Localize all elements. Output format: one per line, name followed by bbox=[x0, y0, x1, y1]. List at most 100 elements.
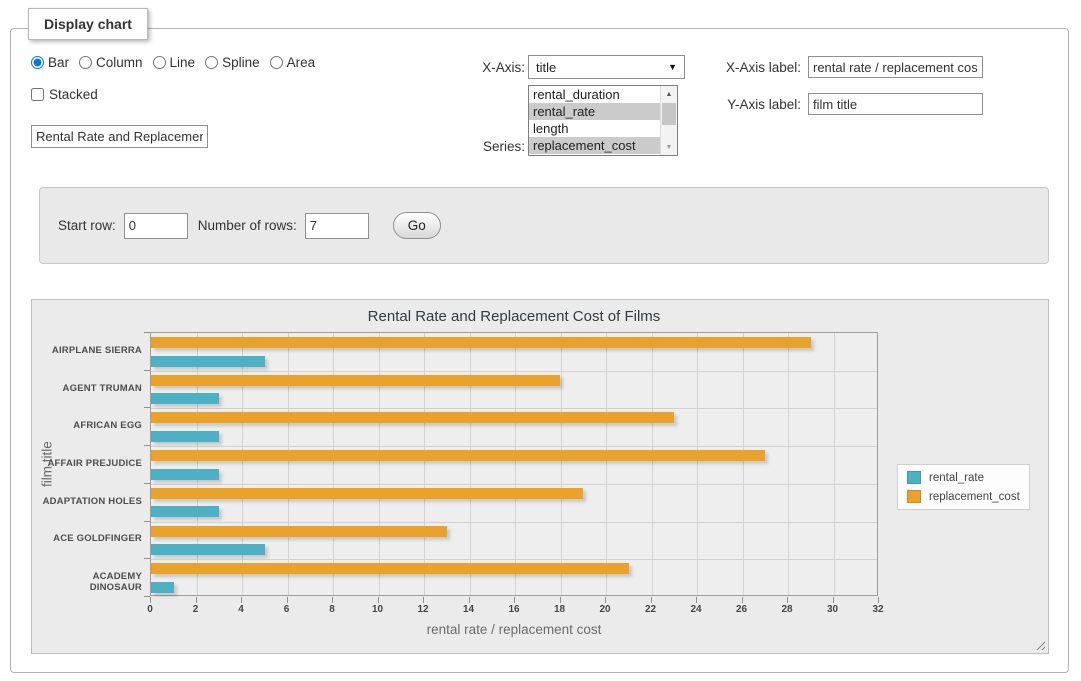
series-option-length[interactable]: length bbox=[529, 120, 677, 137]
x-tick-mark bbox=[514, 597, 515, 603]
series-scrollbar[interactable]: ▲ ▼ bbox=[660, 86, 677, 155]
row-range-panel: Start row: Number of rows: Go bbox=[39, 187, 1049, 264]
y-tick-label: ADAPTATION HOLES bbox=[40, 496, 142, 507]
chart-type-option-column[interactable]: Column bbox=[79, 55, 143, 70]
chart-type-option-label: Area bbox=[287, 55, 316, 70]
y-tick-label: AFFAIR PREJUDICE bbox=[40, 458, 142, 469]
bar-replacement_cost bbox=[151, 337, 811, 348]
x-tick-mark bbox=[878, 597, 879, 603]
stacked-label: Stacked bbox=[49, 87, 98, 102]
y-axis-label-input[interactable] bbox=[808, 93, 983, 115]
y-tick-mark bbox=[144, 407, 150, 408]
gridline-vertical bbox=[652, 333, 653, 595]
stacked-option[interactable]: Stacked bbox=[31, 87, 98, 102]
chart-type-radio-line[interactable] bbox=[153, 56, 166, 69]
series-multiselect[interactable]: rental_durationrental_ratelengthreplacem… bbox=[528, 85, 678, 156]
y-tick-label: AIRPLANE SIERRA bbox=[40, 345, 142, 356]
legend-label: replacement_cost bbox=[929, 491, 1020, 503]
chart-type-radio-group: Bar Column Line Spline Area bbox=[31, 55, 325, 70]
gridline-horizontal bbox=[151, 484, 877, 485]
x-tick-label: 24 bbox=[676, 604, 716, 615]
gridline-vertical bbox=[379, 333, 380, 595]
x-axis-select-label: X-Axis: bbox=[441, 60, 525, 75]
x-tick-label: 14 bbox=[449, 604, 489, 615]
chart-type-option-label: Line bbox=[170, 55, 196, 70]
number-of-rows-input[interactable] bbox=[305, 213, 369, 239]
x-tick-label: 22 bbox=[631, 604, 671, 615]
chart-type-radio-area[interactable] bbox=[270, 56, 283, 69]
bar-replacement_cost bbox=[151, 375, 560, 386]
stacked-checkbox[interactable] bbox=[31, 88, 44, 101]
gridline-vertical bbox=[288, 333, 289, 595]
chart-type-option-spline[interactable]: Spline bbox=[205, 55, 260, 70]
x-axis-select[interactable]: title ▼ bbox=[528, 55, 685, 79]
x-tick-label: 2 bbox=[176, 604, 216, 615]
gridline-vertical bbox=[197, 333, 198, 595]
bar-rental_rate bbox=[151, 582, 174, 593]
series-option-rental_rate[interactable]: rental_rate bbox=[529, 103, 677, 120]
chart-type-radio-bar[interactable] bbox=[31, 56, 44, 69]
x-tick-label: 26 bbox=[722, 604, 762, 615]
series-option-replacement_cost[interactable]: replacement_cost bbox=[529, 137, 677, 154]
chart-type-option-label: Column bbox=[96, 55, 143, 70]
bar-rental_rate bbox=[151, 469, 219, 480]
gridline-vertical bbox=[834, 333, 835, 595]
chart-type-option-label: Bar bbox=[48, 55, 69, 70]
legend-label: rental_rate bbox=[929, 472, 984, 484]
series-option-rental_duration[interactable]: rental_duration bbox=[529, 86, 677, 103]
gridline-vertical bbox=[515, 333, 516, 595]
x-axis-selected-value: title bbox=[536, 60, 556, 75]
resize-handle-icon[interactable] bbox=[1033, 638, 1045, 650]
x-tick-mark bbox=[469, 597, 470, 603]
x-tick-label: 16 bbox=[494, 604, 534, 615]
x-tick-mark bbox=[651, 597, 652, 603]
y-tick-mark bbox=[144, 445, 150, 446]
x-tick-label: 28 bbox=[767, 604, 807, 615]
x-tick-mark bbox=[287, 597, 288, 603]
x-tick-mark bbox=[150, 597, 151, 603]
x-tick-label: 10 bbox=[358, 604, 398, 615]
chart-type-option-bar[interactable]: Bar bbox=[31, 55, 69, 70]
dropdown-arrow-icon: ▼ bbox=[668, 62, 677, 72]
bar-rental_rate bbox=[151, 544, 265, 555]
number-of-rows-label: Number of rows: bbox=[198, 218, 297, 233]
chart-type-option-area[interactable]: Area bbox=[270, 55, 316, 70]
series-select-label: Series: bbox=[441, 139, 525, 154]
chart-container: Rental Rate and Replacement Cost of Film… bbox=[31, 299, 1049, 654]
x-tick-label: 20 bbox=[585, 604, 625, 615]
x-tick-mark bbox=[742, 597, 743, 603]
legend-item: rental_rate bbox=[907, 471, 1020, 484]
x-tick-mark bbox=[696, 597, 697, 603]
chart-type-radio-column[interactable] bbox=[79, 56, 92, 69]
x-tick-mark bbox=[332, 597, 333, 603]
scroll-down-icon[interactable]: ▼ bbox=[661, 139, 677, 155]
bar-rental_rate bbox=[151, 356, 265, 367]
x-tick-mark bbox=[196, 597, 197, 603]
x-tick-label: 0 bbox=[130, 604, 170, 615]
bar-replacement_cost bbox=[151, 526, 447, 537]
gridline-horizontal bbox=[151, 522, 877, 523]
x-tick-mark bbox=[241, 597, 242, 603]
chart-title-input[interactable] bbox=[31, 125, 208, 148]
x-tick-label: 8 bbox=[312, 604, 352, 615]
chart-type-radio-spline[interactable] bbox=[205, 56, 218, 69]
gridline-vertical bbox=[788, 333, 789, 595]
x-tick-mark bbox=[378, 597, 379, 603]
start-row-input[interactable] bbox=[124, 213, 188, 239]
gridline-vertical bbox=[470, 333, 471, 595]
x-axis-label-input[interactable] bbox=[808, 56, 983, 78]
y-tick-label: AFRICAN EGG bbox=[40, 420, 142, 431]
series-options: rental_durationrental_ratelengthreplacem… bbox=[529, 86, 677, 154]
scroll-thumb[interactable] bbox=[662, 103, 676, 125]
chart-title: Rental Rate and Replacement Cost of Film… bbox=[150, 308, 878, 325]
x-axis-title: rental rate / replacement cost bbox=[150, 622, 878, 637]
bar-replacement_cost bbox=[151, 450, 765, 461]
go-button[interactable]: Go bbox=[393, 212, 441, 239]
x-tick-label: 30 bbox=[813, 604, 853, 615]
x-axis-label-field-label: X-Axis label: bbox=[701, 60, 801, 75]
chart-type-option-line[interactable]: Line bbox=[153, 55, 196, 70]
bar-rental_rate bbox=[151, 393, 219, 404]
scroll-up-icon[interactable]: ▲ bbox=[661, 86, 677, 102]
gridline-horizontal bbox=[151, 446, 877, 447]
bar-replacement_cost bbox=[151, 488, 583, 499]
